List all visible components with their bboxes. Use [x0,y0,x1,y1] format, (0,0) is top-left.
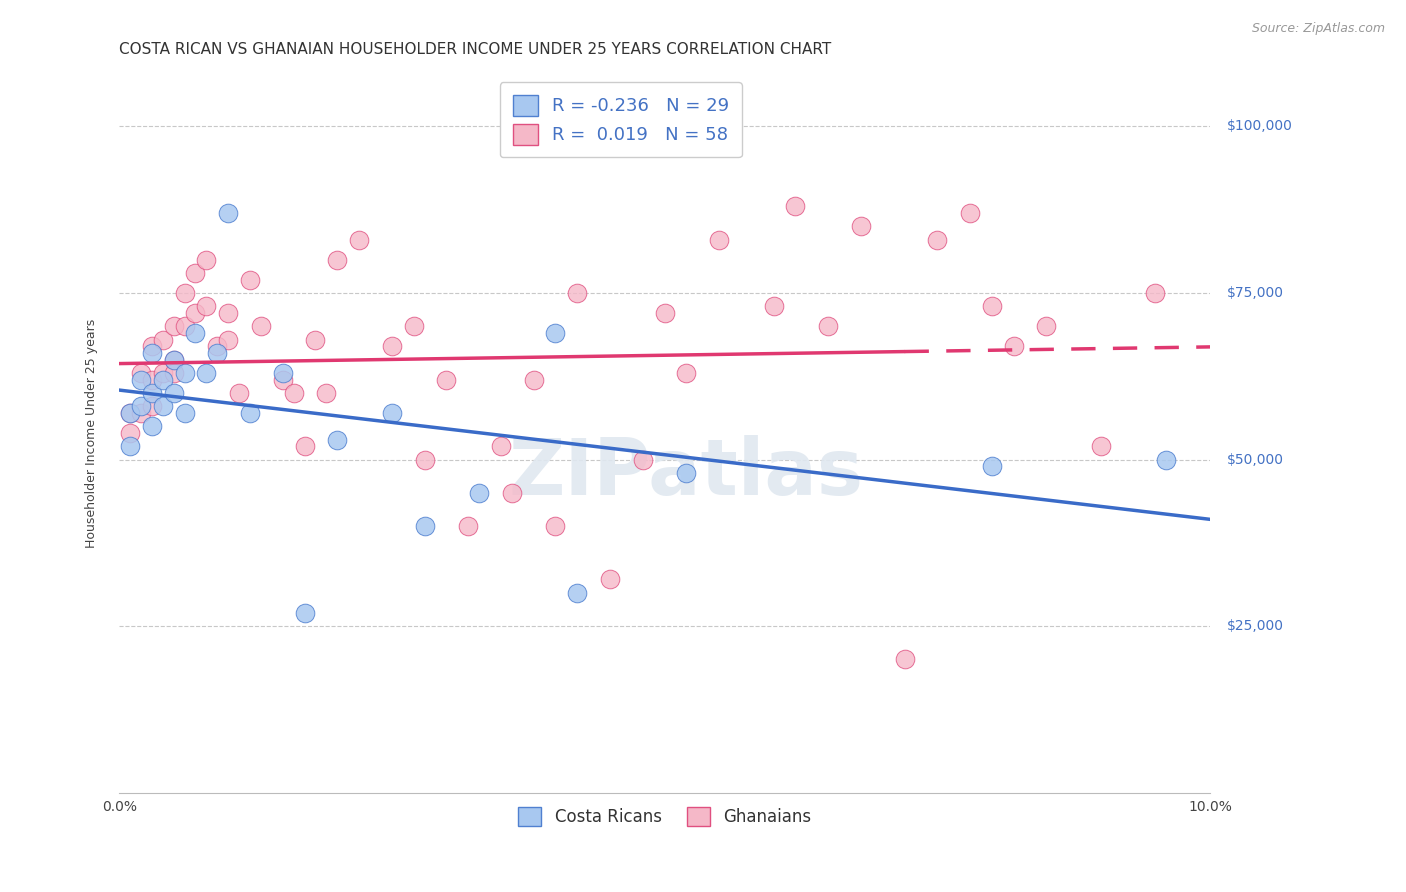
Point [283,386,305,401]
Point [1156,452,1178,467]
Point [173,406,195,420]
Point [195,299,218,313]
Text: ZIPatlas: ZIPatlas [509,435,863,511]
Point [326,433,349,447]
Point [434,373,457,387]
Point [129,399,152,413]
Point [207,339,229,353]
Point [381,339,404,353]
Point [413,519,436,533]
Point [141,373,163,387]
Point [457,519,479,533]
Point [1090,439,1112,453]
Point [980,299,1002,313]
Point [468,486,491,500]
Point [675,366,697,380]
Point [118,406,141,420]
Point [141,386,163,401]
Point [567,286,589,301]
Point [762,299,785,313]
Point [785,199,807,213]
Point [326,252,349,267]
Point [228,386,250,401]
Point [271,366,294,380]
Point [567,586,589,600]
Point [294,439,316,453]
Point [129,373,152,387]
Point [118,439,141,453]
Point [631,452,654,467]
Point [217,206,239,220]
Point [599,573,621,587]
Point [239,406,262,420]
Point [294,606,316,620]
Point [927,233,949,247]
Point [304,333,326,347]
Point [195,252,218,267]
Point [347,233,370,247]
Point [163,352,186,367]
Point [163,386,186,401]
Point [184,326,207,340]
Point [489,439,512,453]
Point [152,333,174,347]
Point [129,366,152,380]
Point [152,366,174,380]
Point [654,306,676,320]
Point [315,386,337,401]
Point [184,266,207,280]
Text: $100,000: $100,000 [1226,120,1292,134]
Point [152,399,174,413]
Point [501,486,523,500]
Point [173,319,195,334]
Point [849,219,872,234]
Point [184,306,207,320]
Point [163,366,186,380]
Point [523,373,546,387]
Point [217,333,239,347]
Point [250,319,273,334]
Point [195,366,218,380]
Point [271,373,294,387]
Point [544,326,567,340]
Point [402,319,425,334]
Point [129,406,152,420]
Point [1002,339,1025,353]
Text: Source: ZipAtlas.com: Source: ZipAtlas.com [1251,22,1385,36]
Point [173,286,195,301]
Y-axis label: Householder Income Under 25 years: Householder Income Under 25 years [86,318,98,548]
Point [980,459,1002,474]
Point [118,425,141,440]
Point [675,466,697,480]
Point [141,399,163,413]
Point [141,339,163,353]
Point [163,352,186,367]
Point [544,519,567,533]
Point [173,366,195,380]
Point [817,319,839,334]
Point [959,206,981,220]
Point [207,346,229,360]
Text: $25,000: $25,000 [1226,619,1284,633]
Point [707,233,730,247]
Point [141,419,163,434]
Text: $75,000: $75,000 [1226,286,1284,300]
Point [413,452,436,467]
Point [152,373,174,387]
Point [239,273,262,287]
Point [381,406,404,420]
Point [217,306,239,320]
Text: $50,000: $50,000 [1226,452,1284,467]
Text: COSTA RICAN VS GHANAIAN HOUSEHOLDER INCOME UNDER 25 YEARS CORRELATION CHART: COSTA RICAN VS GHANAIAN HOUSEHOLDER INCO… [120,42,831,57]
Point [118,406,141,420]
Legend: Costa Ricans, Ghanaians: Costa Ricans, Ghanaians [509,798,820,835]
Point [141,346,163,360]
Point [163,319,186,334]
Point [893,652,915,666]
Point [1035,319,1057,334]
Point [1144,286,1167,301]
